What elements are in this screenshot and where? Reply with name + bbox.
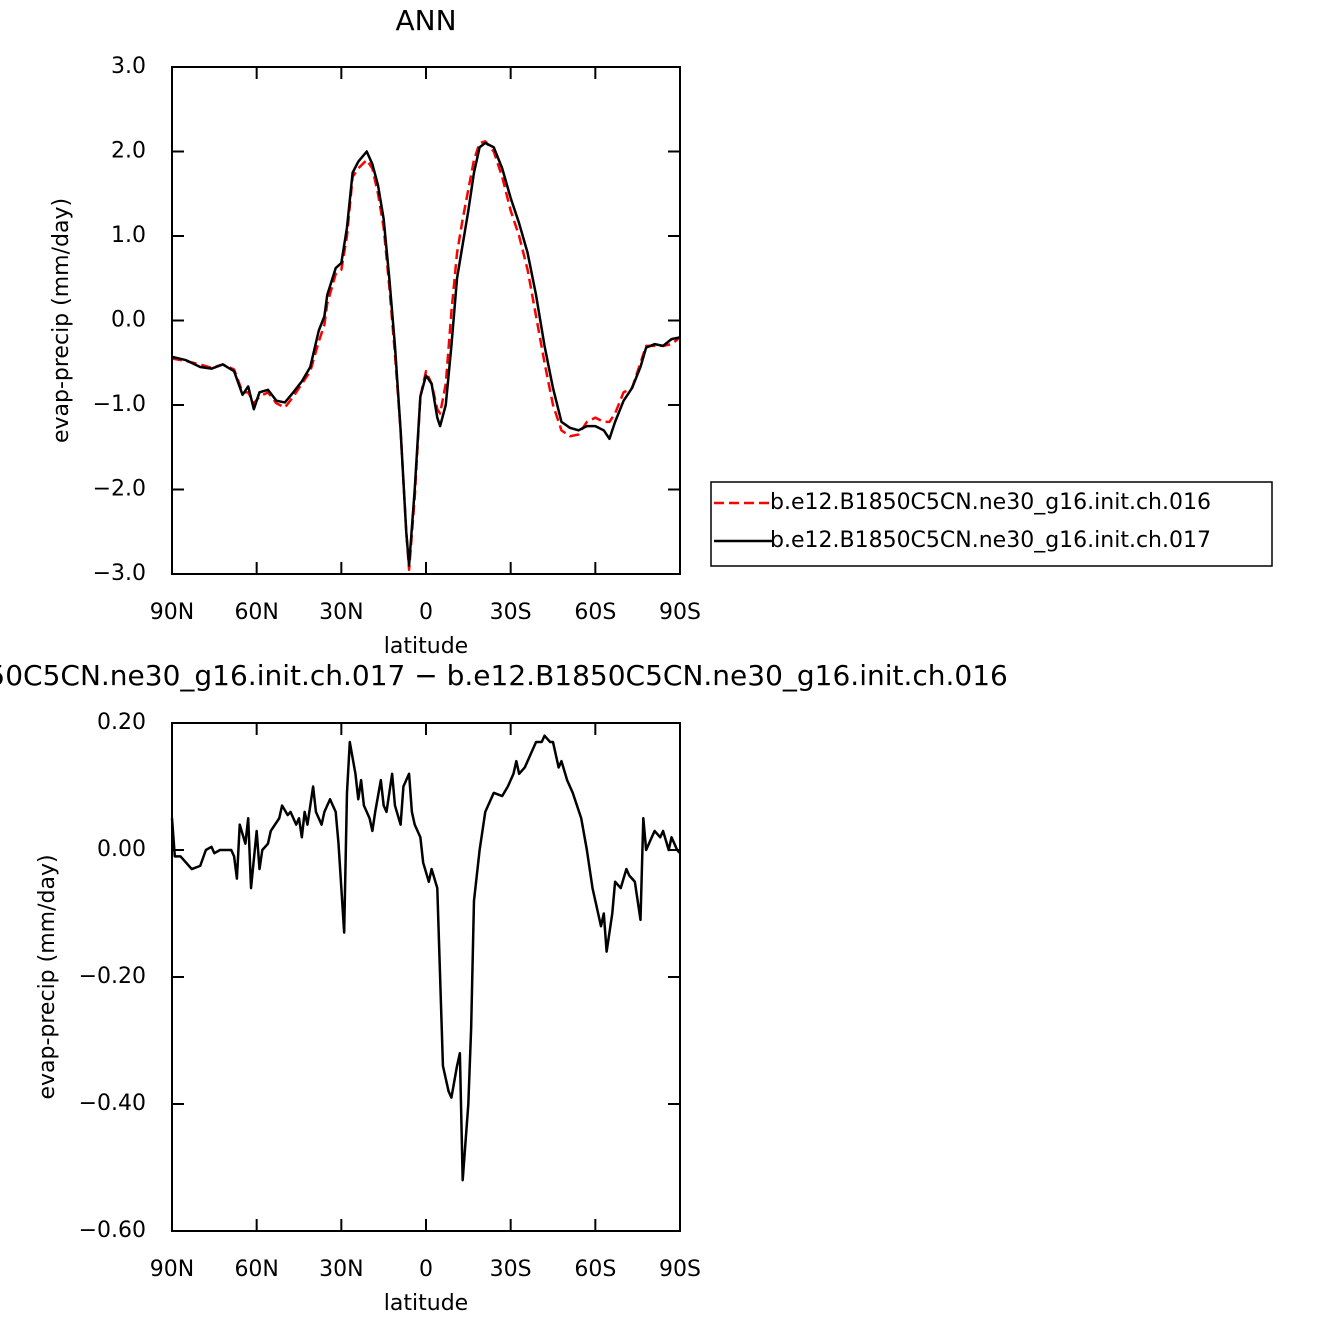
chart-title: b.e12.B1850C5CN.ne30_g16.init.ch.017 − b… (0, 659, 1008, 692)
y-tick-label: 0.00 (97, 837, 146, 862)
x-tick-label: 60S (574, 600, 616, 625)
x-tick-label: 60N (234, 600, 278, 625)
data-line (171, 141, 681, 567)
x-tick-label: 30S (490, 600, 532, 625)
x-tick-label: 90S (659, 1257, 701, 1282)
plot-frame (171, 722, 681, 1232)
data-line (171, 140, 681, 572)
y-tick-label: 0.20 (97, 710, 146, 735)
x-tick-label: 90N (150, 1257, 194, 1282)
y-tick-label: −0.20 (79, 964, 146, 989)
y-tick-label: −3.0 (93, 561, 146, 586)
y-tick-label: −0.40 (79, 1091, 146, 1116)
y-axis-label: evap-precip (mm/day) (49, 198, 74, 443)
data-line (170, 734, 681, 1182)
x-tick-label: 60S (574, 1257, 616, 1282)
x-tick-label: 30N (319, 600, 363, 625)
y-tick-label: −1.0 (93, 392, 146, 417)
y-tick-label: 0.0 (111, 308, 146, 333)
y-tick-label: 1.0 (111, 223, 146, 248)
x-tick-label: 30S (490, 1257, 532, 1282)
y-tick-label: 2.0 (111, 139, 146, 164)
x-tick-label: 90N (150, 600, 194, 625)
legend-label: b.e12.B1850C5CN.ne30_g16.init.ch.017 (770, 528, 1211, 553)
x-axis-label: latitude (384, 634, 468, 659)
legend-label: b.e12.B1850C5CN.ne30_g16.init.ch.016 (770, 490, 1211, 515)
y-tick-label: 3.0 (111, 54, 146, 79)
y-tick-label: −0.60 (79, 1218, 146, 1243)
x-tick-label: 30N (319, 1257, 363, 1282)
chart-title: ANN (395, 4, 456, 37)
x-tick-label: 60N (234, 1257, 278, 1282)
x-tick-label: 90S (659, 600, 701, 625)
legend-box (710, 481, 1273, 567)
y-axis-label: evap-precip (mm/day) (35, 854, 60, 1099)
plot-frame (171, 66, 681, 575)
x-tick-label: 0 (419, 600, 433, 625)
x-axis-label: latitude (384, 1291, 468, 1316)
x-tick-label: 0 (419, 1257, 433, 1282)
y-tick-label: −2.0 (93, 477, 146, 502)
